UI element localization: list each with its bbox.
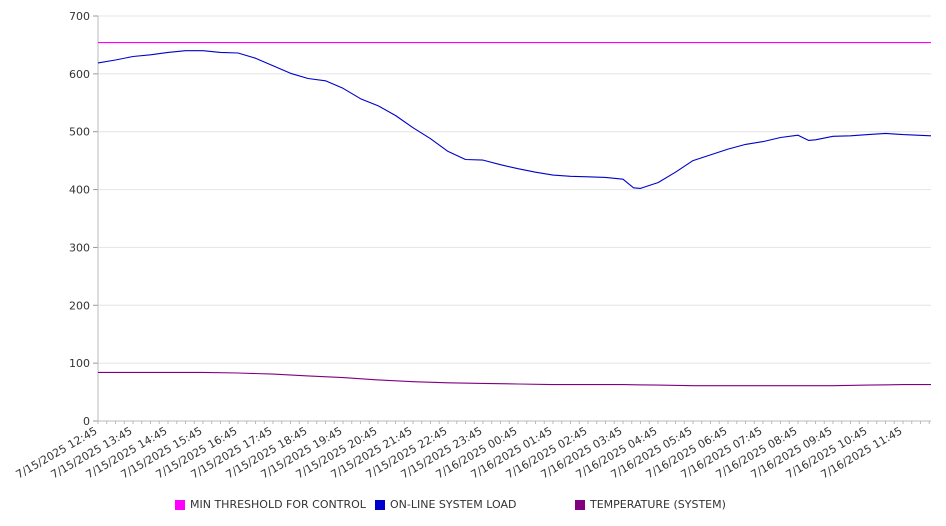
y-tick-label: 200 <box>69 299 90 312</box>
legend-swatch-min-threshold <box>175 499 185 510</box>
legend-item-min-threshold: MIN THRESHOLD FOR CONTROL <box>175 498 366 511</box>
series-line-2 <box>98 371 931 387</box>
x-tick-labels: 7/15/2025 12:457/15/2025 13:457/15/2025 … <box>14 424 905 481</box>
legend-label-system-load: ON-LINE SYSTEM LOAD <box>390 498 517 511</box>
y-tick-labels: 0 100 200 300 400 500 600 700 <box>69 10 90 428</box>
legend-item-temperature: TEMPERATURE (SYSTEM) <box>575 498 726 511</box>
series-line-1 <box>97 50 932 189</box>
y-tick-label: 600 <box>69 68 90 81</box>
y-tick-label: 300 <box>69 241 90 254</box>
chart-legend: MIN THRESHOLD FOR CONTROL ON-LINE SYSTEM… <box>0 498 946 514</box>
y-tick-label: 400 <box>69 184 90 197</box>
y-tick-label: 100 <box>69 357 90 370</box>
y-tick-label: 0 <box>83 415 90 428</box>
axes <box>93 15 931 424</box>
legend-label-min-threshold: MIN THRESHOLD FOR CONTROL <box>190 498 366 511</box>
legend-swatch-temperature <box>575 499 585 510</box>
y-tick-label: 500 <box>69 126 90 139</box>
legend-item-system-load: ON-LINE SYSTEM LOAD <box>375 498 516 511</box>
grid-lines <box>98 15 931 422</box>
legend-label-temperature: TEMPERATURE (SYSTEM) <box>590 498 726 511</box>
series-lines <box>97 42 932 387</box>
y-tick-label: 700 <box>69 10 90 23</box>
legend-swatch-system-load <box>375 499 385 510</box>
